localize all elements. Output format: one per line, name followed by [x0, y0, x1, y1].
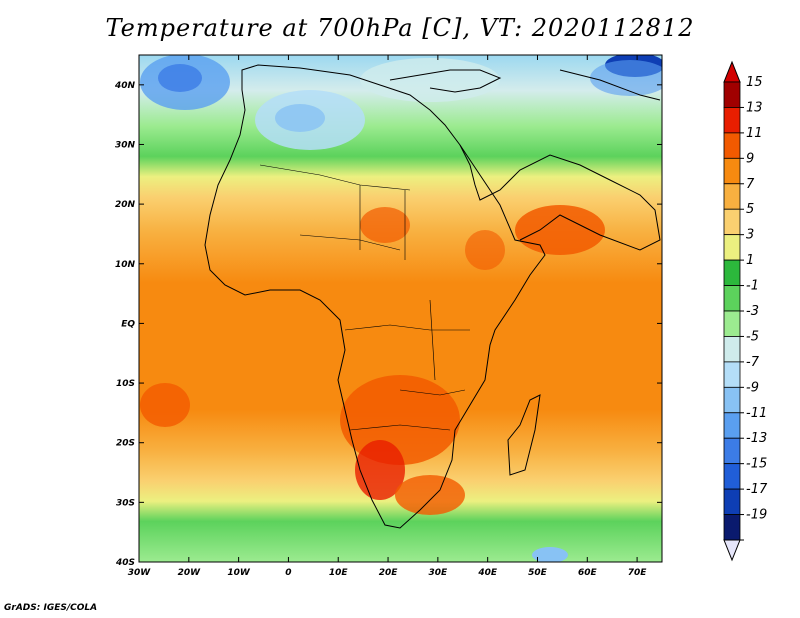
latitude-ticks: 40N 30N 20N 10N EQ 10S 20S 30S 40S: [114, 81, 662, 568]
colorbar-swatch: [723, 157, 741, 185]
colorbar-swatch: [723, 412, 741, 439]
colorbar-bottom-arrow: [723, 539, 741, 562]
colorbar-swatch: [723, 183, 741, 210]
colorbar-label: -11: [746, 406, 767, 421]
map-frame: [138, 54, 663, 563]
colorbar-label: -13: [746, 431, 767, 446]
colorbar-swatch: [723, 285, 741, 312]
colorbar-label: -9: [746, 380, 759, 395]
lat-tick-label: EQ: [121, 319, 135, 329]
lon-tick-label: 10W: [227, 568, 251, 578]
country-borders: [259, 164, 470, 431]
colorbar-label: 7: [746, 177, 755, 192]
footer-credit: GrADS: IGES/COLA: [4, 603, 98, 613]
lon-tick-label: 60E: [578, 568, 598, 578]
colorbar-label: -17: [746, 482, 768, 497]
colorbar-label: -7: [746, 355, 760, 370]
colorbar-swatch: [723, 514, 741, 541]
lat-tick-label: 30S: [116, 498, 135, 508]
map-title: Temperature at 700hPa [C], VT: 202011281…: [105, 14, 695, 42]
colorbar-swatch: [723, 437, 741, 465]
colorbar-swatch: [723, 208, 741, 236]
lon-tick-label: 10E: [329, 568, 349, 578]
lon-tick-label: 50E: [528, 568, 548, 578]
colorbar-label: 3: [746, 228, 754, 243]
coastlines: [204, 64, 661, 529]
colorbar-swatch: [723, 310, 741, 337]
lat-tick-label: 40S: [115, 558, 135, 568]
lon-tick-label: 30W: [128, 568, 152, 578]
colorbar-swatch: [723, 463, 741, 490]
colorbar-swatch: [723, 234, 741, 261]
colorbar-label: -3: [746, 304, 759, 319]
colorbar-label: 13: [746, 100, 763, 115]
lat-tick-label: 20N: [115, 200, 136, 210]
colorbar-swatch: [723, 259, 741, 286]
lon-tick-label: 0: [285, 568, 291, 578]
lat-tick-label: 10S: [116, 379, 135, 389]
lat-tick-label: 10N: [115, 260, 136, 270]
longitude-ticks: 30W 20W 10W 0 10E 20E 30E 40E 50E 60E 70E: [128, 55, 648, 578]
colorbar-swatch: [723, 81, 741, 108]
lat-tick-label: 20S: [116, 439, 135, 449]
colorbar-label: 1: [746, 253, 754, 268]
colorbar-label: -19: [746, 508, 767, 523]
colorbar-swatch: [723, 336, 741, 363]
lon-tick-label: 20E: [379, 568, 399, 578]
colorbar-top-arrow: [723, 60, 741, 83]
temperature-field: [139, 55, 662, 562]
colorbar-swatch: [723, 488, 741, 515]
lat-tick-label: 40N: [114, 81, 136, 91]
lon-tick-label: 20W: [178, 568, 202, 578]
colorbar-label: -1: [746, 279, 759, 294]
colorbar-swatch: [723, 107, 741, 134]
colorbar-swatch: [723, 361, 741, 388]
lon-tick-label: 30E: [429, 568, 449, 578]
colorbar-swatch: [723, 132, 741, 159]
colorbar-label: -15: [746, 457, 767, 472]
colorbar: 15 13 11 9 7 5 3 1 -1 -3 -5 -7 -9 -11 -13 -15 -17 -19: [723, 60, 768, 562]
lon-tick-label: 40E: [477, 568, 498, 578]
colorbar-label: -5: [746, 329, 759, 344]
colorbar-label: 5: [746, 202, 754, 217]
colorbar-swatch: [723, 386, 741, 414]
colorbar-label: 11: [746, 126, 763, 141]
colorbar-label: 9: [746, 151, 754, 166]
lat-tick-label: 30N: [115, 140, 136, 150]
lon-tick-label: 70E: [628, 568, 648, 578]
colorbar-label: 15: [746, 75, 763, 90]
